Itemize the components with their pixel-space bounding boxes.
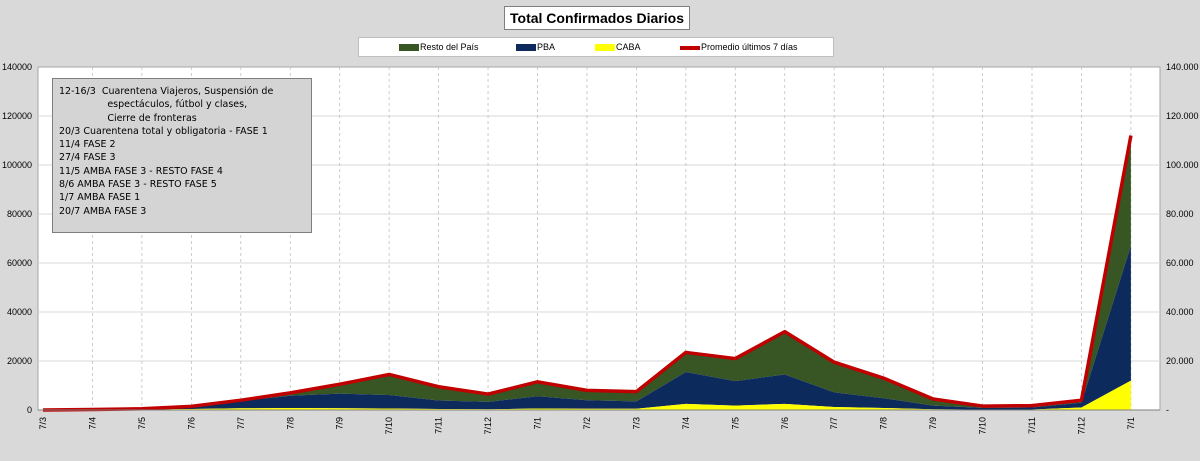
x-tick-label: 7/7 — [236, 417, 246, 430]
y-tick-label-left: 60000 — [7, 258, 32, 268]
x-tick-label: 7/8 — [285, 417, 295, 430]
annotation-line: 12-16/3 Cuarentena Viajeros, Suspensión … — [59, 86, 274, 97]
y-tick-label-right: 80.000 — [1166, 209, 1194, 219]
x-tick-label: 7/10 — [978, 417, 988, 435]
legend-swatch-promedio — [680, 45, 700, 50]
y-tick-label-right: 60.000 — [1166, 258, 1194, 268]
chart-title: Total Confirmados Diarios — [504, 6, 690, 30]
y-tick-label-right: 40.000 — [1166, 307, 1194, 317]
x-tick-label: 7/5 — [730, 417, 740, 430]
annotation-line: 11/4 FASE 2 — [59, 139, 116, 151]
y-tick-label-right: 140.000 — [1166, 62, 1199, 72]
average-line — [42, 135, 1133, 412]
x-tick-label: 7/2 — [582, 417, 592, 430]
y-tick-label-left: 0 — [27, 405, 32, 415]
x-tick-label: 7/12 — [1076, 417, 1086, 435]
x-tick-label: 7/10 — [384, 417, 394, 435]
x-tick-label: 7/3 — [631, 417, 641, 430]
x-tick-label: 7/9 — [335, 417, 345, 430]
legend-item-resto: Resto del País — [399, 40, 479, 54]
y-tick-label-right: 120.000 — [1166, 111, 1199, 121]
x-tick-label: 7/5 — [137, 417, 147, 430]
annotation-line: Cierre de fronteras — [59, 112, 197, 124]
y-tick-label-right: 20.000 — [1166, 356, 1194, 366]
line-promedio — [42, 135, 1133, 412]
x-tick-label: 7/8 — [879, 417, 889, 430]
y-tick-label-left: 120000 — [2, 111, 32, 121]
x-tick-label: 7/6 — [186, 417, 196, 430]
y-tick-label-right: - — [1166, 405, 1169, 415]
legend-label-promedio: Promedio últimos 7 días — [701, 42, 798, 52]
annotation-line: espectáculos, fútbol y clases, — [59, 99, 248, 111]
axes: 0 - 20000 20.000 40000 40.000 60000 60.000 80000… — [2, 62, 1199, 435]
x-tick-label: 7/11 — [1027, 417, 1037, 434]
legend-item-promedio: Promedio últimos 7 días — [680, 40, 798, 54]
annotation-box: 12-16/3 Cuarentena Viajeros, Suspensión … — [52, 78, 312, 233]
x-tick-label: 7/9 — [928, 417, 938, 430]
x-tick-label: 7/4 — [681, 417, 691, 430]
legend: Resto del País PBA CABA Promedio últimos… — [358, 37, 834, 57]
x-tick-label: 7/11 — [434, 417, 444, 434]
annotation-line: 20/3 Cuarentena total y obligatoria - FA… — [59, 125, 268, 137]
legend-label-resto: Resto del País — [420, 42, 479, 52]
x-tick-label: 7/4 — [87, 417, 97, 430]
annotation-line: 11/5 AMBA FASE 3 - RESTO FASE 4 — [59, 165, 223, 177]
x-tick-label: 7/3 — [38, 417, 48, 430]
y-tick-label-left: 20000 — [7, 356, 32, 366]
y-tick-label-left: 100000 — [2, 160, 32, 170]
legend-swatch-pba — [516, 44, 536, 52]
annotation-line: 1/7 AMBA FASE 1 — [59, 192, 141, 204]
annotation-line: 20/7 AMBA FASE 3 — [59, 205, 147, 217]
x-tick-label: 7/6 — [780, 417, 790, 430]
x-tick-label: 7/1 — [1126, 417, 1136, 430]
legend-swatch-resto — [399, 44, 419, 52]
legend-label-caba: CABA — [616, 42, 641, 52]
y-tick-label-left: 40000 — [7, 307, 32, 317]
x-tick-label: 7/1 — [533, 417, 543, 430]
legend-item-caba: CABA — [595, 40, 641, 54]
x-tick-label: 7/7 — [829, 417, 839, 430]
y-tick-label-right: 100.000 — [1166, 160, 1199, 170]
legend-swatch-caba — [595, 44, 615, 52]
y-tick-label-left: 140000 — [2, 62, 32, 72]
annotation-line: 27/4 FASE 3 — [59, 152, 116, 164]
y-tick-label-left: 80000 — [7, 209, 32, 219]
legend-label-pba: PBA — [537, 42, 556, 52]
x-tick-label: 7/12 — [483, 417, 493, 435]
legend-item-pba: PBA — [516, 40, 555, 54]
annotation-line: 8/6 AMBA FASE 3 - RESTO FASE 5 — [59, 179, 217, 191]
